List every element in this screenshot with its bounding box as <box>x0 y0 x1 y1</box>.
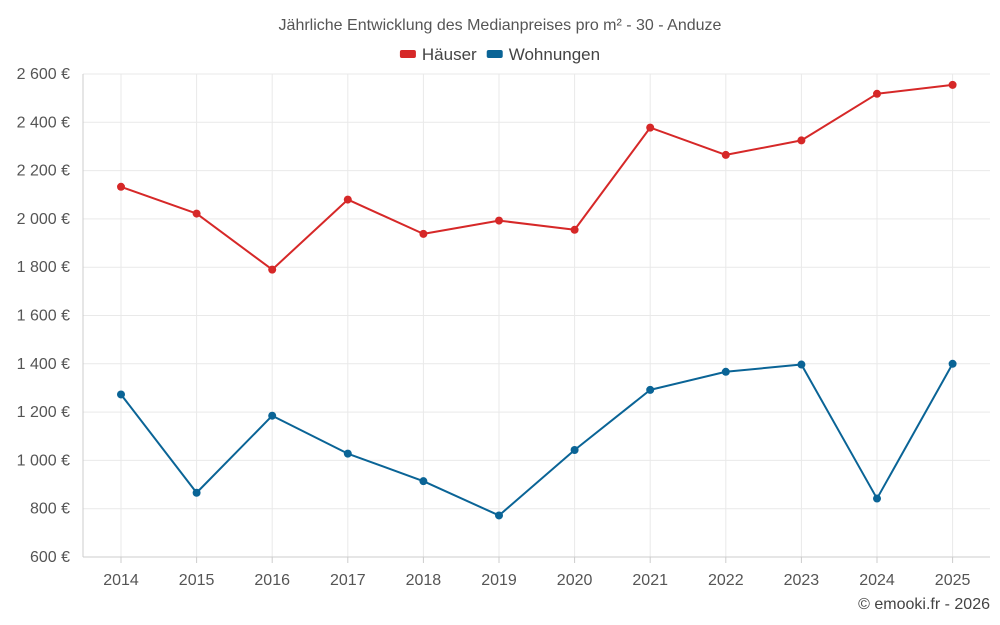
y-tick-label: 1 800 € <box>17 259 70 276</box>
data-point[interactable] <box>117 390 125 399</box>
legend-item[interactable]: Häuser <box>399 45 477 64</box>
y-tick-label: 800 € <box>30 501 70 518</box>
legend-item[interactable]: Wohnungen <box>486 45 600 64</box>
data-point[interactable] <box>948 359 957 368</box>
x-tick-label: 2018 <box>406 572 442 589</box>
data-point[interactable] <box>721 150 730 159</box>
data-point[interactable] <box>268 265 277 274</box>
y-tick-label: 2 600 € <box>17 66 70 83</box>
x-tick-label: 2023 <box>784 572 820 589</box>
data-point[interactable] <box>192 488 201 497</box>
series-layer <box>117 80 957 520</box>
x-tick-label: 2025 <box>935 572 971 589</box>
data-point[interactable] <box>117 182 125 191</box>
data-point[interactable] <box>570 225 579 234</box>
data-point[interactable] <box>873 494 881 503</box>
axes: 600 € 800 € 1 000 € 1 200 € 1 400 € 1 600 € 1 … <box>17 66 990 589</box>
legend-swatch <box>486 50 503 58</box>
data-point[interactable] <box>570 446 579 455</box>
legend-swatch <box>399 50 416 58</box>
data-point[interactable] <box>646 385 655 394</box>
y-tick-label: 2 400 € <box>17 114 70 131</box>
y-tick-label: 600 € <box>30 549 70 566</box>
x-tick-label: 2021 <box>632 572 668 589</box>
data-point[interactable] <box>268 411 277 420</box>
y-tick-label: 1 200 € <box>17 404 70 421</box>
credit-text: © emooki.fr - 2026 <box>858 596 990 613</box>
data-point[interactable] <box>948 80 957 89</box>
y-tick-label: 2 000 € <box>17 211 70 228</box>
data-point[interactable] <box>721 367 730 376</box>
data-point[interactable] <box>419 229 428 238</box>
legend-label: Wohnungen <box>509 45 600 64</box>
series-wohnungen <box>117 359 957 520</box>
y-tick-label: 1 600 € <box>17 308 70 325</box>
data-point[interactable] <box>797 360 806 369</box>
series-line <box>120 363 954 517</box>
x-tick-label: 2015 <box>179 572 215 589</box>
x-tick-label: 2020 <box>557 572 593 589</box>
data-point[interactable] <box>873 89 881 98</box>
grid <box>83 73 990 558</box>
data-point[interactable] <box>343 449 352 458</box>
y-tick-label: 1 000 € <box>17 452 70 469</box>
data-point[interactable] <box>192 209 201 218</box>
data-point[interactable] <box>797 136 806 145</box>
x-tick-label: 2016 <box>254 572 290 589</box>
data-point[interactable] <box>419 477 428 486</box>
data-point[interactable] <box>495 511 503 520</box>
x-tick-label: 2022 <box>708 572 744 589</box>
x-tick-label: 2017 <box>330 572 366 589</box>
legend: Häuser Wohnungen <box>399 45 600 64</box>
data-point[interactable] <box>343 195 352 204</box>
x-tick-label: 2014 <box>103 572 139 589</box>
chart-title: Jährliche Entwicklung des Medianpreises … <box>279 17 722 34</box>
data-point[interactable] <box>646 123 655 132</box>
data-point[interactable] <box>495 216 503 225</box>
x-tick-label: 2019 <box>481 572 517 589</box>
series-line <box>120 83 953 271</box>
x-tick-label: 2024 <box>859 572 895 589</box>
legend-label: Häuser <box>422 45 477 64</box>
y-tick-label: 1 400 € <box>17 356 70 373</box>
series-haeuser <box>117 80 957 274</box>
y-tick-label: 2 200 € <box>17 163 70 180</box>
